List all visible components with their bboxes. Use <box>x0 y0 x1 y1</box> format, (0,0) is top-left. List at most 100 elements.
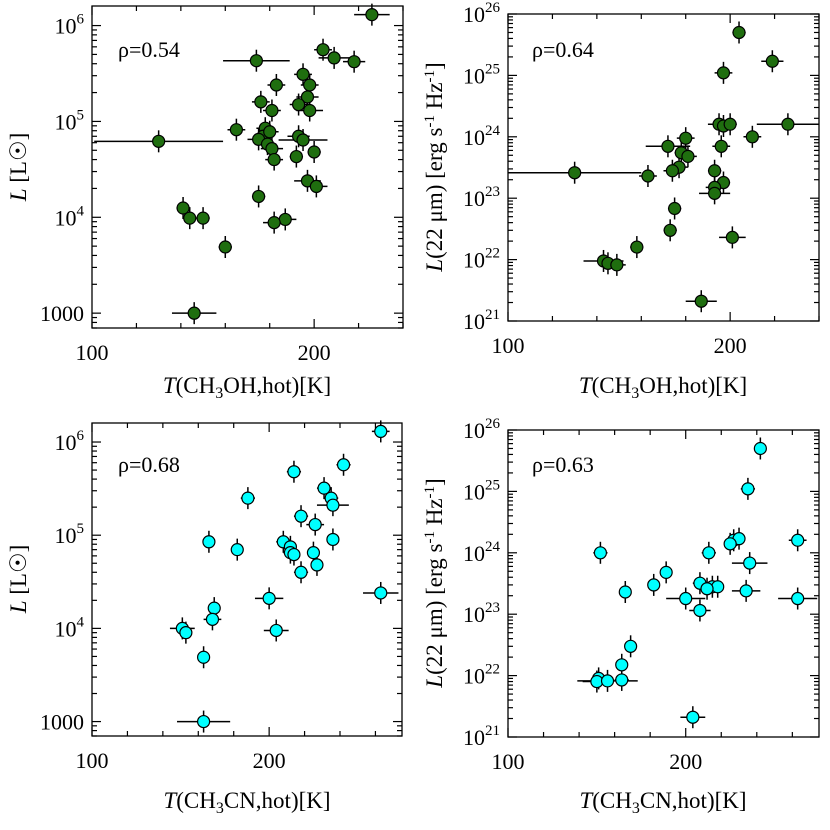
data-point <box>309 179 323 194</box>
data-point <box>693 603 707 618</box>
data-point <box>310 558 324 572</box>
sun-symbol: ☉ <box>6 552 31 573</box>
tick-marks <box>507 13 820 322</box>
data-point <box>316 43 330 57</box>
data-point <box>707 164 722 178</box>
data-point <box>265 103 279 118</box>
y-tick-label: 105 <box>55 107 85 134</box>
x-axis-label: T(CH3OH,hot)[K] <box>163 373 331 402</box>
x-tick-labels: 100 200 <box>76 748 286 773</box>
data-point <box>306 546 321 560</box>
data-point <box>230 543 244 557</box>
data-point <box>317 481 331 495</box>
y-tick-label-base: 10 <box>55 14 77 39</box>
data-point <box>229 123 243 137</box>
data-point <box>665 164 679 178</box>
data-point <box>278 212 292 227</box>
data-point <box>202 535 216 549</box>
y-tick-label-base: 10 <box>463 602 485 627</box>
data-point <box>289 149 303 164</box>
data-point <box>196 211 210 225</box>
data-markers <box>152 8 379 320</box>
data-point <box>630 240 644 254</box>
data-point <box>694 294 708 308</box>
x-tick-label: 200 <box>298 340 331 365</box>
data-point <box>287 547 301 562</box>
y-tick-label-exponent: 4 <box>77 614 85 630</box>
y-tick-label: 1026 <box>463 416 501 443</box>
y-tick-label-exponent: 6 <box>77 12 85 28</box>
y-tick-label: 1023 <box>463 600 500 627</box>
y-tick-label-exponent: 23 <box>485 600 500 616</box>
y-tick-label: 1025 <box>463 477 500 504</box>
data-point <box>365 8 379 22</box>
data-markers <box>568 25 795 308</box>
y-tick-label: 1022 <box>463 246 500 273</box>
data-point <box>267 216 281 230</box>
error-bars <box>169 420 399 733</box>
y-tick-label-exponent: 25 <box>485 477 500 493</box>
y-tick-labels: 1000 104 105 106 <box>40 12 85 327</box>
y-tick-label: 104 <box>55 203 85 230</box>
data-point <box>327 51 341 65</box>
y-tick-label-base: 10 <box>463 125 485 150</box>
data-point <box>265 142 279 156</box>
y-tick-label-base: 10 <box>55 616 77 641</box>
data-point <box>600 674 615 688</box>
data-point <box>681 149 695 163</box>
tick-marks <box>91 6 404 329</box>
rho-annotation: ρ=0.63 <box>532 452 594 477</box>
x-tick-label: 200 <box>669 749 702 774</box>
data-point <box>659 565 673 579</box>
data-point <box>347 55 361 69</box>
y-tick-label-exponent: 24 <box>485 539 501 555</box>
data-point <box>741 482 755 496</box>
y-tick-label-exponent: 26 <box>485 416 501 432</box>
y-tick-label: 1023 <box>463 184 500 211</box>
y-tick-label: 106 <box>55 428 85 455</box>
data-point <box>679 131 693 145</box>
tick-marks <box>507 429 819 738</box>
y-tick-label-exponent: 26 <box>485 0 501 16</box>
y-tick-label-exponent: 22 <box>485 246 500 262</box>
y-tick-label-base: 10 <box>55 430 77 455</box>
y-tick-label: 1000 <box>40 301 84 326</box>
data-point <box>241 491 255 505</box>
data-point <box>205 612 220 626</box>
data-point <box>269 78 283 92</box>
y-tick-label-exponent: 21 <box>485 723 500 739</box>
data-point <box>716 66 731 80</box>
data-point <box>711 580 725 594</box>
x-tick-label: 100 <box>492 333 525 358</box>
plot-frame <box>507 13 820 322</box>
data-point <box>714 139 728 153</box>
y-tick-label: 104 <box>55 614 85 641</box>
y-tick-label: 1024 <box>463 539 501 566</box>
x-tick-labels: 100 200 <box>492 749 703 774</box>
y-tick-label-base: 10 <box>463 248 485 273</box>
data-point <box>745 130 759 144</box>
y-tick-label-base: 10 <box>463 63 485 88</box>
data-point <box>254 95 268 109</box>
data-markers <box>175 424 388 729</box>
data-point <box>663 223 677 237</box>
y-tick-label: 1021 <box>463 723 500 750</box>
data-point <box>300 90 315 104</box>
data-point <box>269 623 283 638</box>
x-tick-label: 200 <box>714 333 747 358</box>
tick-marks <box>91 423 402 737</box>
plot-frame <box>91 422 403 737</box>
data-point <box>593 546 608 560</box>
data-point <box>661 139 675 153</box>
y-tick-label-base: 10 <box>463 541 485 566</box>
plot-frame <box>91 5 404 329</box>
y-tick-label-base: 10 <box>463 309 485 334</box>
y-tick-label: 1025 <box>463 61 500 88</box>
y-tick-label-base: 10 <box>463 418 485 443</box>
data-point <box>294 509 308 523</box>
